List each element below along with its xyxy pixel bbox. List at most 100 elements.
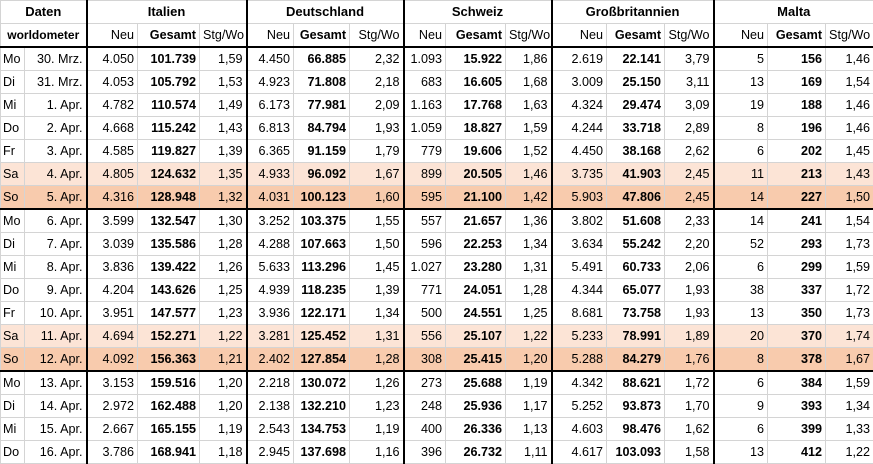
neu-cell: 6 <box>714 418 768 441</box>
stg-wo-cell: 2,33 <box>665 209 714 233</box>
stg-wo-cell: 2,89 <box>665 117 714 140</box>
gesamt-cell: 188 <box>768 94 826 117</box>
date-cell: 2. Apr. <box>25 117 87 140</box>
neu-cell: 595 <box>404 186 446 210</box>
stg-wo-cell: 3,79 <box>665 47 714 71</box>
date-cell: 8. Apr. <box>25 256 87 279</box>
stg-wo-cell: 1,46 <box>826 117 873 140</box>
stg-wo-cell: 1,46 <box>826 94 873 117</box>
stg-wo-cell: 1,70 <box>665 395 714 418</box>
stg-wo-cell: 1,22 <box>200 325 247 348</box>
gesamt-cell: 122.171 <box>294 302 350 325</box>
stg-wo-cell: 1,89 <box>665 325 714 348</box>
stg-wo-cell: 1,33 <box>826 418 873 441</box>
gesamt-cell: 98.476 <box>607 418 665 441</box>
gesamt-cell: 241 <box>768 209 826 233</box>
gesamt-cell: 118.235 <box>294 279 350 302</box>
weekday-cell: Di <box>1 233 25 256</box>
gesamt-cell: 93.873 <box>607 395 665 418</box>
neu-cell: 4.244 <box>552 117 607 140</box>
weekday-cell: Mo <box>1 47 25 71</box>
neu-cell: 2.667 <box>87 418 138 441</box>
stg-wo-cell: 1,23 <box>350 395 404 418</box>
neu-cell: 4.603 <box>552 418 607 441</box>
gesamt-cell: 26.336 <box>446 418 506 441</box>
stg-wo-cell: 1,59 <box>826 256 873 279</box>
stg-wo-cell: 1,20 <box>200 395 247 418</box>
neu-cell: 273 <box>404 371 446 395</box>
gesamt-cell: 22.253 <box>446 233 506 256</box>
gesamt-cell: 384 <box>768 371 826 395</box>
neu-cell: 4.050 <box>87 47 138 71</box>
neu-cell: 5.233 <box>552 325 607 348</box>
stg-wo-cell: 1,39 <box>350 279 404 302</box>
gesamt-cell: 22.141 <box>607 47 665 71</box>
stg-wo-cell: 1,26 <box>350 371 404 395</box>
gesamt-cell: 132.547 <box>138 209 200 233</box>
subheader-stg: Stg/Wo <box>350 24 404 48</box>
neu-cell: 14 <box>714 186 768 210</box>
neu-cell: 248 <box>404 395 446 418</box>
stg-wo-cell: 1,21 <box>200 348 247 372</box>
source-label: worldometer <box>1 24 87 48</box>
neu-cell: 2.402 <box>247 348 294 372</box>
neu-cell: 683 <box>404 71 446 94</box>
gesamt-cell: 135.586 <box>138 233 200 256</box>
gesamt-cell: 100.123 <box>294 186 350 210</box>
subheader-neu: Neu <box>87 24 138 48</box>
stg-wo-cell: 1,34 <box>826 395 873 418</box>
date-cell: 4. Apr. <box>25 163 87 186</box>
neu-cell: 4.031 <box>247 186 294 210</box>
weekday-cell: Do <box>1 441 25 464</box>
weekday-cell: Mo <box>1 371 25 395</box>
gesamt-cell: 137.698 <box>294 441 350 464</box>
gesamt-cell: 73.758 <box>607 302 665 325</box>
gesamt-cell: 78.991 <box>607 325 665 348</box>
gesamt-cell: 65.077 <box>607 279 665 302</box>
neu-cell: 2.945 <box>247 441 294 464</box>
date-cell: 1. Apr. <box>25 94 87 117</box>
header-row-countries: Daten Italien Deutschland Schweiz Großbr… <box>1 1 873 24</box>
stg-wo-cell: 1,45 <box>350 256 404 279</box>
date-cell: 5. Apr. <box>25 186 87 210</box>
stg-wo-cell: 1,93 <box>665 302 714 325</box>
gesamt-cell: 202 <box>768 140 826 163</box>
stg-wo-cell: 1,50 <box>826 186 873 210</box>
gesamt-cell: 105.792 <box>138 71 200 94</box>
stg-wo-cell: 1,73 <box>826 302 873 325</box>
neu-cell: 6.173 <box>247 94 294 117</box>
gesamt-cell: 23.280 <box>446 256 506 279</box>
gesamt-cell: 66.885 <box>294 47 350 71</box>
gesamt-cell: 47.806 <box>607 186 665 210</box>
stg-wo-cell: 1,34 <box>506 233 552 256</box>
neu-cell: 2.972 <box>87 395 138 418</box>
gesamt-cell: 412 <box>768 441 826 464</box>
subheader-neu: Neu <box>552 24 607 48</box>
neu-cell: 3.634 <box>552 233 607 256</box>
neu-cell: 4.617 <box>552 441 607 464</box>
gesamt-cell: 91.159 <box>294 140 350 163</box>
neu-cell: 400 <box>404 418 446 441</box>
gesamt-cell: 128.948 <box>138 186 200 210</box>
neu-cell: 11 <box>714 163 768 186</box>
neu-cell: 2.619 <box>552 47 607 71</box>
stg-wo-cell: 1,16 <box>350 441 404 464</box>
gesamt-cell: 127.854 <box>294 348 350 372</box>
gesamt-cell: 143.626 <box>138 279 200 302</box>
gesamt-cell: 152.271 <box>138 325 200 348</box>
stg-wo-cell: 2,09 <box>350 94 404 117</box>
country-header-schweiz: Schweiz <box>404 1 552 24</box>
neu-cell: 3.281 <box>247 325 294 348</box>
gesamt-cell: 350 <box>768 302 826 325</box>
stg-wo-cell: 1,28 <box>506 279 552 302</box>
weekday-cell: Do <box>1 117 25 140</box>
stg-wo-cell: 1,52 <box>506 140 552 163</box>
subheader-gesamt: Gesamt <box>446 24 506 48</box>
stg-wo-cell: 2,45 <box>665 186 714 210</box>
